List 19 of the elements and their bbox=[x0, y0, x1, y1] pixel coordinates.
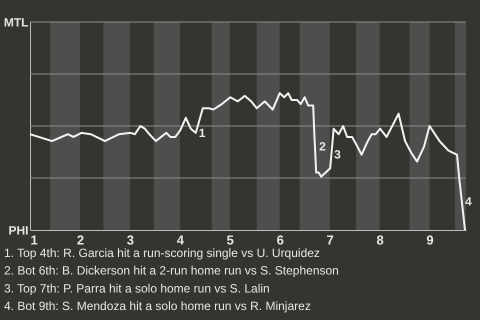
text: MTL bbox=[4, 16, 28, 30]
x-tick-label: 6 bbox=[276, 232, 284, 248]
annotation: 4 bbox=[465, 194, 472, 208]
x-tick-label: 1 bbox=[30, 232, 38, 248]
text: PHI bbox=[8, 224, 28, 238]
text: 3. Top 7th: P. Parra hit a solo home run vs S. Lalin bbox=[4, 281, 270, 296]
x-tick-label: 5 bbox=[226, 232, 234, 248]
text: 1. Top 4th: R. Garcia hit a run-scoring single vs U. Urquidez bbox=[4, 246, 320, 260]
x-tick-label: 7 bbox=[326, 232, 334, 248]
x-tick-label: 3 bbox=[126, 232, 134, 248]
annotation: 2 bbox=[319, 140, 326, 154]
x-tick-label: 9 bbox=[426, 232, 434, 248]
annotation: 3 bbox=[334, 148, 342, 162]
text: 2. Bot 6th: B. Dickerson hit a 2-run home run vs S. Stephenson bbox=[4, 264, 339, 278]
annotation: 1 bbox=[198, 126, 206, 140]
text: 4. Bot 9th: S. Mendoza hit a solo home run vs R. Minjarez bbox=[4, 299, 311, 314]
x-tick-label: 4 bbox=[176, 232, 185, 248]
x-tick-label: 8 bbox=[376, 232, 384, 248]
x-tick-label: 2 bbox=[76, 232, 84, 248]
